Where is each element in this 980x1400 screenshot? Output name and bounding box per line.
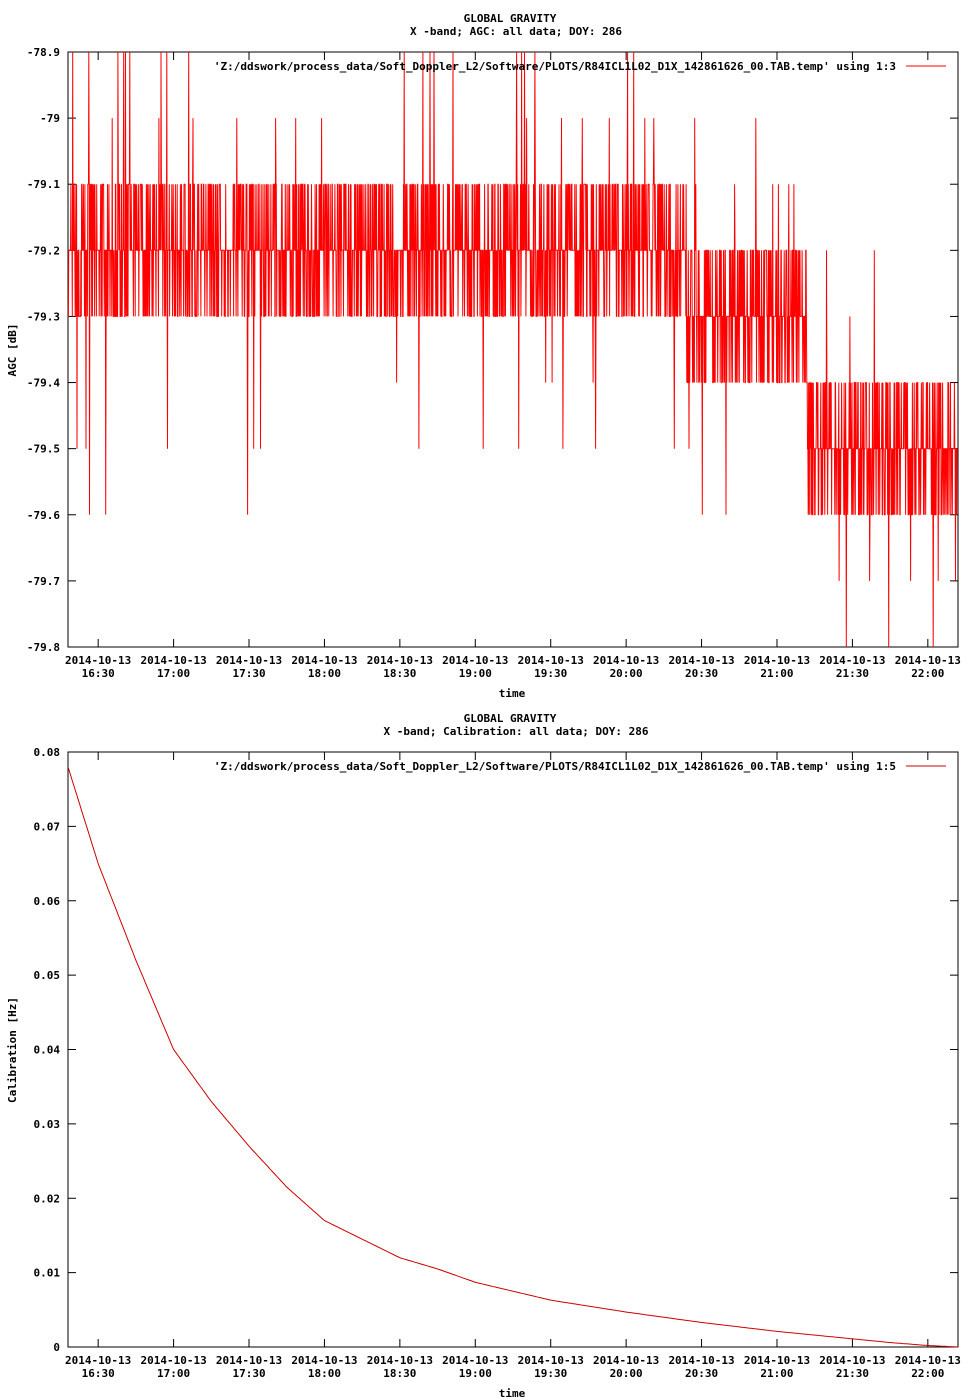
cal-x-tick-date: 2014-10-13 [518, 1354, 584, 1367]
agc-x-tick-time: 18:30 [383, 667, 416, 680]
agc-x-tick-date: 2014-10-13 [216, 654, 282, 667]
agc-x-tick-date: 2014-10-13 [442, 654, 508, 667]
cal-x-tick-date: 2014-10-13 [367, 1354, 433, 1367]
cal-y-tick-label: 0.02 [34, 1192, 61, 1205]
agc-y-tick-label: -79.7 [27, 575, 60, 588]
agc-y-tick-label: -78.9 [27, 46, 60, 59]
agc-x-tick-date: 2014-10-13 [744, 654, 810, 667]
cal-x-tick-time: 16:30 [82, 1367, 115, 1380]
agc-x-tick-time: 20:30 [685, 667, 718, 680]
cal-y-tick-label: 0.05 [34, 969, 61, 982]
cal-y-axis-label: Calibration [Hz] [6, 997, 19, 1103]
agc-y-tick-label: -79.1 [27, 178, 60, 191]
cal-x-tick-date: 2014-10-13 [216, 1354, 282, 1367]
cal-legend-label: 'Z:/ddswork/process_data/Soft_Doppler_L2… [214, 760, 896, 773]
agc-x-tick-date: 2014-10-13 [668, 654, 734, 667]
cal-x-tick-date: 2014-10-13 [442, 1354, 508, 1367]
agc-x-tick-date: 2014-10-13 [291, 654, 357, 667]
agc-y-tick-label: -79.8 [27, 641, 60, 654]
agc-y-tick-label: -79.4 [27, 377, 60, 390]
cal-x-tick-date: 2014-10-13 [895, 1354, 961, 1367]
cal-y-tick-label: 0.07 [34, 820, 61, 833]
cal-x-tick-time: 20:00 [610, 1367, 643, 1380]
cal-plot-border [67, 751, 959, 1348]
agc-chart-subtitle: X -band; AGC: all data; DOY: 286 [410, 25, 622, 38]
cal-x-tick-time: 21:00 [760, 1367, 793, 1380]
agc-y-tick-label: -79.3 [27, 310, 60, 323]
agc-plot-border [67, 51, 959, 648]
cal-chart-title: GLOBAL GRAVITY [464, 712, 557, 725]
agc-x-tick-time: 16:30 [82, 667, 115, 680]
agc-y-tick-label: -79.2 [27, 244, 60, 257]
cal-x-tick-date: 2014-10-13 [819, 1354, 885, 1367]
cal-x-tick-date: 2014-10-13 [291, 1354, 357, 1367]
agc-x-tick-time: 21:00 [760, 667, 793, 680]
cal-x-tick-date: 2014-10-13 [744, 1354, 810, 1367]
cal-x-tick-time: 18:00 [308, 1367, 341, 1380]
agc-legend-label: 'Z:/ddswork/process_data/Soft_Doppler_L2… [214, 60, 896, 73]
cal-y-tick-label: 0.01 [34, 1267, 61, 1280]
agc-x-tick-date: 2014-10-13 [140, 654, 206, 667]
cal-x-tick-time: 19:30 [534, 1367, 567, 1380]
cal-chart-subtitle: X -band; Calibration: all data; DOY: 286 [384, 725, 649, 738]
agc-x-tick-date: 2014-10-13 [518, 654, 584, 667]
agc-x-tick-time: 19:30 [534, 667, 567, 680]
cal-y-tick-label: 0.04 [34, 1044, 61, 1057]
cal-x-tick-time: 17:00 [157, 1367, 190, 1380]
calibration-chart: GLOBAL GRAVITY X -band; Calibration: all… [6, 712, 961, 1400]
cal-x-tick-time: 20:30 [685, 1367, 718, 1380]
cal-y-tick-label: 0.08 [34, 746, 61, 759]
cal-x-tick-date: 2014-10-13 [65, 1354, 131, 1367]
agc-x-tick-time: 18:00 [308, 667, 341, 680]
agc-y-tick-label: -79 [40, 112, 60, 125]
cal-x-tick-date: 2014-10-13 [140, 1354, 206, 1367]
agc-y-tick-label: -79.6 [27, 509, 60, 522]
cal-x-tick-time: 22:00 [911, 1367, 944, 1380]
agc-x-tick-date: 2014-10-13 [895, 654, 961, 667]
agc-x-tick-date: 2014-10-13 [367, 654, 433, 667]
agc-x-tick-date: 2014-10-13 [593, 654, 659, 667]
cal-x-tick-date: 2014-10-13 [593, 1354, 659, 1367]
agc-x-axis-label: time [499, 687, 526, 700]
agc-y-tick-label: -79.5 [27, 443, 60, 456]
agc-x-tick-time: 21:30 [836, 667, 869, 680]
agc-plot-area: -78.9 -79 -79.1 -79.2 -79.3 -79.4 -79.5 -79.6 -7… [27, 46, 961, 680]
cal-x-tick-date: 2014-10-13 [668, 1354, 734, 1367]
agc-x-tick-time: 17:30 [232, 667, 265, 680]
cal-x-tick-time: 17:30 [232, 1367, 265, 1380]
agc-x-tick-time: 19:00 [459, 667, 492, 680]
agc-series-line [67, 51, 958, 648]
agc-chart: GLOBAL GRAVITY X -band; AGC: all data; D… [6, 12, 961, 700]
cal-plot-area: 0.08 0.07 0.06 0.05 0.04 0.03 0.02 0.01 0 2014-10… [34, 746, 961, 1380]
cal-x-tick-time: 21:30 [836, 1367, 869, 1380]
agc-y-axis-label: AGC [dB] [6, 324, 19, 377]
agc-x-tick-time: 22:00 [911, 667, 944, 680]
agc-x-tick-date: 2014-10-13 [819, 654, 885, 667]
agc-x-tick-time: 17:00 [157, 667, 190, 680]
cal-y-tick-label: 0.06 [34, 895, 61, 908]
cal-x-axis-label: time [499, 1387, 526, 1400]
cal-x-tick-time: 19:00 [459, 1367, 492, 1380]
agc-chart-title: GLOBAL GRAVITY [464, 12, 557, 25]
cal-x-tick-time: 18:30 [383, 1367, 416, 1380]
agc-x-tick-date: 2014-10-13 [65, 654, 131, 667]
agc-x-tick-time: 20:00 [610, 667, 643, 680]
cal-y-tick-label: 0 [53, 1341, 60, 1354]
cal-series-line [67, 766, 959, 1348]
cal-y-tick-label: 0.03 [34, 1118, 61, 1131]
